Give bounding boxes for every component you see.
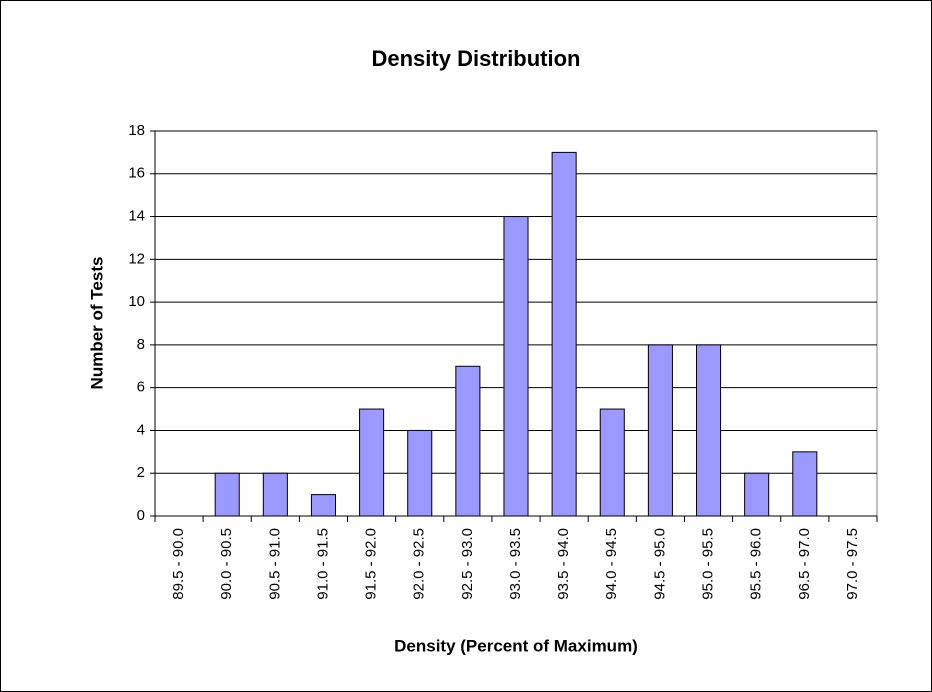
y-tick-label: 8 — [137, 336, 145, 353]
y-tick-label: 10 — [128, 293, 145, 310]
chart-title: Density Distribution — [371, 46, 580, 71]
bar — [503, 216, 529, 517]
y-tick-label: 16 — [128, 165, 145, 182]
bar — [310, 494, 336, 517]
x-tick-label: 93.5 - 94.0 — [555, 528, 572, 600]
bar — [696, 344, 722, 517]
bar — [262, 472, 288, 517]
y-tick-label: 12 — [128, 250, 145, 267]
x-tick-label: 94.5 - 95.0 — [651, 528, 668, 600]
y-tick-label: 4 — [137, 421, 145, 438]
x-tick-label: 95.0 - 95.5 — [700, 528, 717, 600]
x-tick-label: 90.5 - 91.0 — [266, 528, 283, 600]
y-tick-label: 14 — [128, 208, 145, 225]
y-tick-label: 6 — [137, 379, 145, 396]
bar — [744, 472, 770, 517]
x-tick-label: 92.5 - 93.0 — [459, 528, 476, 600]
bar — [214, 472, 240, 517]
bar — [599, 408, 625, 517]
x-tick-label: 91.5 - 92.0 — [363, 528, 380, 600]
x-tick-label: 95.5 - 96.0 — [748, 528, 765, 600]
y-tick-label: 0 — [137, 507, 145, 524]
x-axis-label: Density (Percent of Maximum) — [394, 636, 638, 655]
x-tick-label: 97.0 - 97.5 — [844, 528, 861, 600]
bar — [455, 365, 481, 517]
y-tick-label: 18 — [128, 122, 145, 139]
bar — [359, 408, 385, 517]
x-tick-label: 93.0 - 93.5 — [507, 528, 524, 600]
y-axis-label: Number of Tests — [87, 257, 106, 390]
y-tick-label: 2 — [137, 464, 145, 481]
bar — [407, 429, 433, 517]
x-tick-label: 94.0 - 94.5 — [603, 528, 620, 600]
bar — [551, 151, 577, 517]
bar — [792, 451, 818, 517]
x-tick-label: 96.5 - 97.0 — [796, 528, 813, 600]
x-tick-label: 90.0 - 90.5 — [218, 528, 235, 600]
x-tick-label: 92.0 - 92.5 — [411, 528, 428, 600]
x-tick-label: 91.0 - 91.5 — [314, 528, 331, 600]
x-tick-label: 89.5 - 90.0 — [170, 528, 187, 600]
bar — [647, 344, 673, 517]
